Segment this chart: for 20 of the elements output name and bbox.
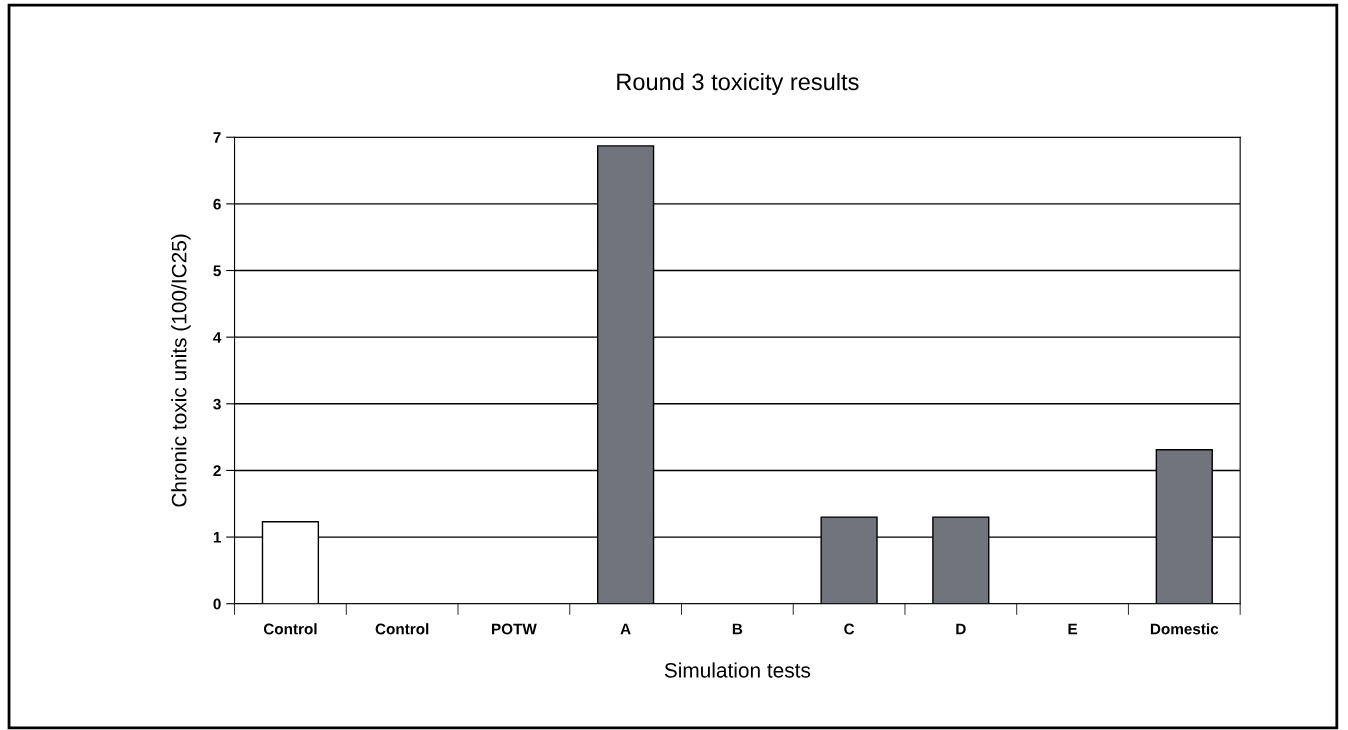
x-tick-label: Domestic [1150,623,1219,635]
x-tick-label: Control [263,623,317,635]
x-axis-title: Simulation tests [664,662,811,678]
y-tick-label: 5 [213,265,221,277]
y-tick-label: 4 [213,332,222,343]
x-tick-label: D [956,623,966,635]
x-tick-label: E [1068,623,1078,635]
y-tick-label: 7 [213,132,221,143]
x-tick-label: B [732,623,743,635]
chart-title: Round 3 toxicity results [617,72,859,95]
y-tick-label: 2 [213,465,221,476]
y-tick-label: 1 [213,532,221,543]
x-tick-label: POTW [492,623,537,635]
y-tick-label: 0 [213,598,221,610]
x-tick-label: C [844,623,855,635]
x-tick-label: Control [375,623,429,635]
y-axis-title: Chronic toxic units (100/IC25) [171,234,191,507]
y-tick-label: 6 [213,198,221,210]
y-tick-label: 3 [213,398,221,410]
x-tick-label: A [620,623,631,635]
